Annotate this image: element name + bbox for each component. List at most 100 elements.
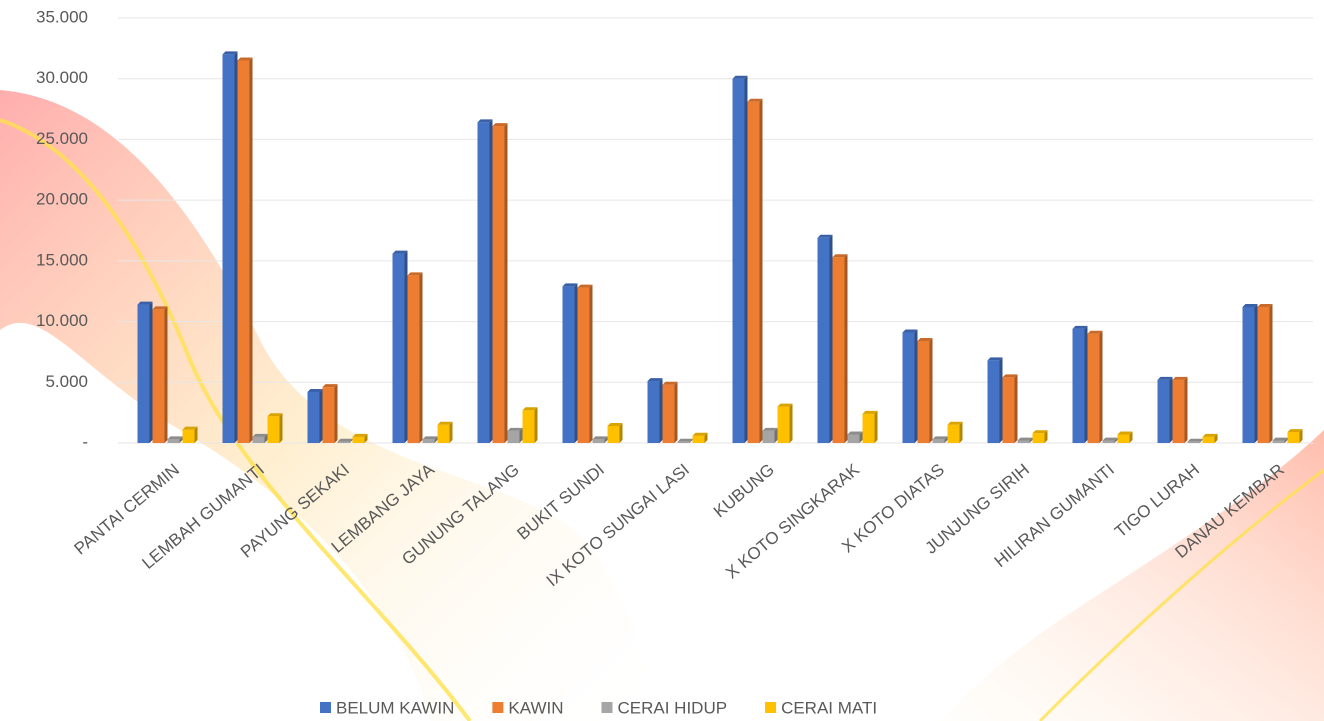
bar — [677, 438, 693, 443]
bar-face — [959, 421, 963, 443]
bar-face — [1272, 437, 1288, 441]
bar-face — [592, 436, 608, 440]
bar-face — [987, 360, 1000, 443]
bar-face — [619, 423, 623, 443]
legend-label: KAWIN — [508, 698, 563, 717]
bar-face — [164, 306, 168, 443]
bar-face — [519, 427, 523, 443]
bar-face — [1117, 431, 1133, 435]
bar-face — [1072, 328, 1085, 443]
bar-face — [477, 119, 493, 123]
bar-face — [237, 57, 253, 61]
bar-face — [592, 439, 605, 443]
bar-face — [762, 427, 778, 431]
bar — [777, 403, 793, 443]
bar-face — [732, 78, 745, 443]
bar-face — [1029, 437, 1033, 443]
bar-face — [932, 436, 948, 440]
bar-face — [352, 433, 368, 437]
legend-label: BELUM KAWIN — [336, 698, 454, 717]
bar — [592, 436, 608, 443]
bar-face — [917, 341, 930, 443]
bar-face — [267, 416, 280, 443]
bar-face — [1269, 304, 1273, 443]
bar-face — [507, 430, 520, 443]
y-tick-label: 15.000 — [36, 250, 88, 269]
legend-swatch — [492, 702, 504, 713]
bar — [1117, 431, 1133, 443]
bar-face — [149, 301, 153, 443]
bar-face — [947, 424, 960, 443]
bar-face — [234, 51, 238, 444]
bar-face — [507, 427, 523, 431]
bar — [647, 378, 663, 443]
background-decoration — [0, 90, 1324, 721]
bar — [692, 432, 708, 443]
bar-face — [1157, 379, 1170, 443]
bar-face — [662, 381, 678, 385]
bar-face — [1257, 304, 1273, 307]
x-tick-label: KUBUNG — [710, 460, 778, 521]
bar-face — [1187, 441, 1200, 443]
bar — [322, 384, 338, 443]
bar — [307, 389, 323, 443]
bar-face — [437, 424, 450, 443]
bar-face — [449, 421, 453, 443]
bar — [987, 357, 1003, 443]
bar-face — [1099, 330, 1103, 443]
bar — [267, 413, 283, 443]
bar-face — [337, 438, 353, 442]
legend-swatch — [601, 702, 613, 713]
bar-face — [1169, 376, 1173, 443]
bar — [352, 433, 368, 443]
bar-face — [322, 387, 335, 443]
bar-face — [337, 441, 350, 443]
bar-face — [492, 123, 508, 127]
bar-face — [947, 421, 963, 425]
bar-face — [422, 439, 435, 443]
bar-face — [1084, 325, 1088, 443]
bar — [902, 329, 918, 443]
bar-face — [1187, 438, 1203, 442]
bar-face — [392, 250, 408, 254]
bar-face — [1257, 307, 1270, 443]
bar-face — [249, 57, 253, 443]
bar-face — [222, 54, 235, 444]
bar-face — [1254, 304, 1258, 443]
x-tick-label: TIGO LURAH — [1111, 460, 1203, 541]
bar-face — [917, 338, 933, 341]
bar-face — [1172, 379, 1185, 443]
bar-face — [562, 286, 575, 443]
bar — [182, 426, 198, 443]
bar-face — [167, 439, 180, 443]
bar — [932, 436, 948, 443]
bar-face — [252, 436, 265, 443]
bar-face — [222, 51, 238, 55]
bar-face — [1017, 440, 1030, 443]
bar-face — [847, 434, 860, 443]
bar — [1087, 330, 1103, 443]
bar-face — [862, 410, 878, 414]
bar-face — [999, 357, 1003, 443]
bar-face — [492, 126, 505, 444]
bar-face — [1129, 431, 1133, 443]
bar-face — [604, 436, 608, 443]
bar — [222, 51, 238, 444]
bar — [917, 338, 933, 443]
y-tick-label: 20.000 — [36, 190, 88, 209]
bar-face — [607, 426, 620, 443]
bar — [832, 254, 848, 443]
bar — [1287, 429, 1303, 443]
bar-face — [777, 403, 793, 407]
bar-face — [1199, 438, 1203, 443]
bar-face — [237, 60, 250, 443]
bar — [817, 234, 833, 443]
bar — [407, 272, 423, 443]
bar-face — [777, 406, 790, 443]
bar-face — [1002, 374, 1018, 378]
bar-face — [322, 384, 338, 388]
bar-face — [407, 275, 420, 443]
bar-face — [662, 384, 675, 443]
bar-face — [914, 329, 918, 443]
